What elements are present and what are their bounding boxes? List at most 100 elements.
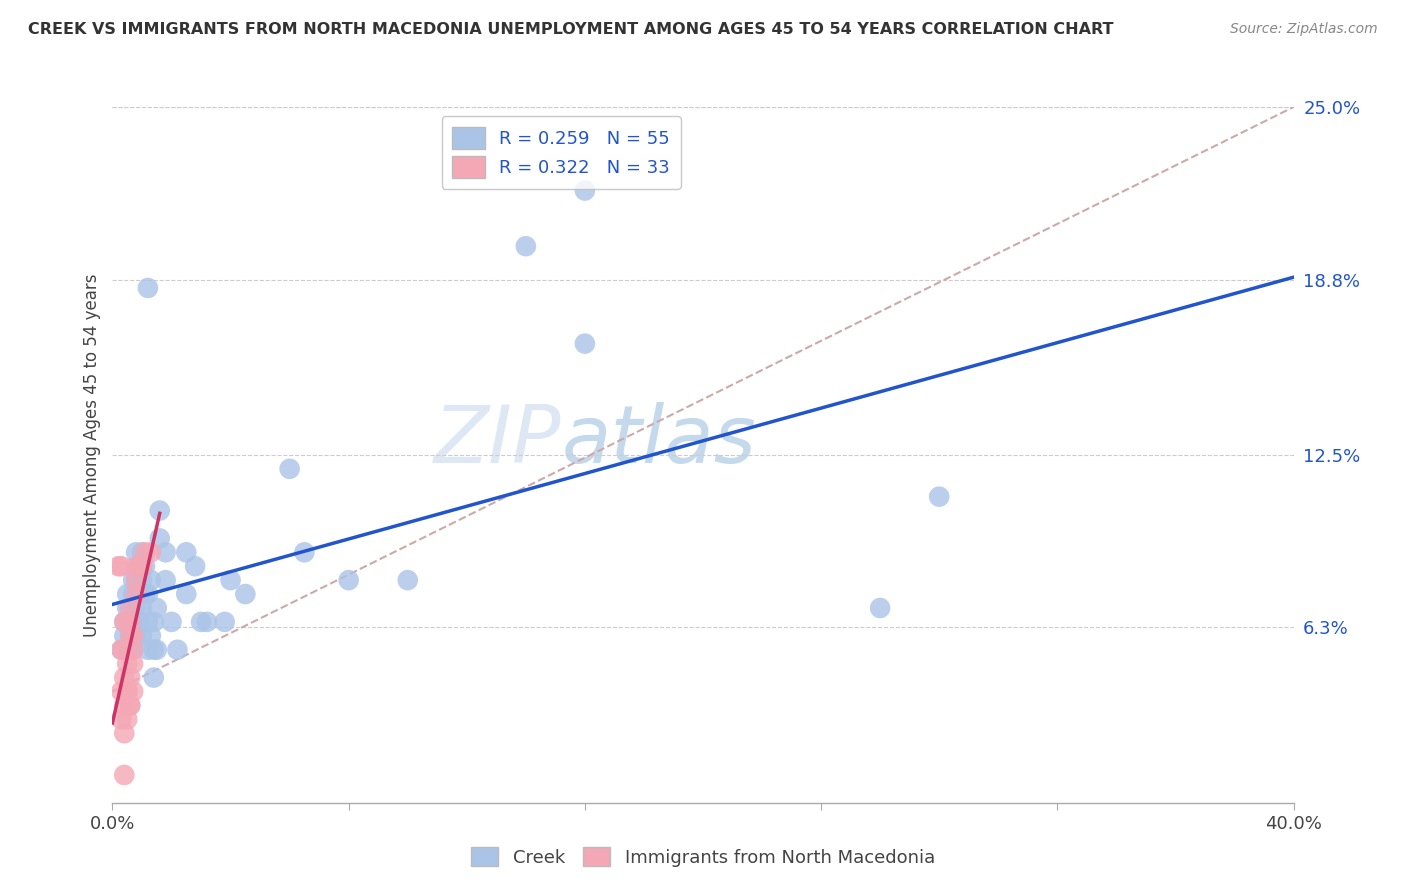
Point <box>134 545 156 559</box>
Point <box>112 698 135 713</box>
Point <box>131 601 153 615</box>
Point <box>112 671 135 685</box>
Point <box>278 462 301 476</box>
Point <box>122 642 145 657</box>
Point <box>117 712 138 726</box>
Point <box>134 587 156 601</box>
Point <box>190 615 212 629</box>
Point <box>131 629 153 643</box>
Point <box>134 559 156 574</box>
Point <box>107 559 129 574</box>
Point <box>184 559 207 574</box>
Point <box>136 642 159 657</box>
Point <box>233 587 256 601</box>
Point <box>174 545 197 559</box>
Point <box>128 587 150 601</box>
Point <box>122 573 145 587</box>
Point <box>155 545 177 559</box>
Point <box>117 684 138 698</box>
Point <box>139 573 162 587</box>
Point <box>195 615 218 629</box>
Point <box>166 642 188 657</box>
Text: CREEK VS IMMIGRANTS FROM NORTH MACEDONIA UNEMPLOYMENT AMONG AGES 45 TO 54 YEARS : CREEK VS IMMIGRANTS FROM NORTH MACEDONIA… <box>28 22 1114 37</box>
Point <box>142 671 165 685</box>
Point <box>136 615 159 629</box>
Point <box>120 615 142 629</box>
Point <box>112 615 135 629</box>
Point <box>869 601 891 615</box>
Point <box>112 615 135 629</box>
Point <box>112 726 135 740</box>
Point <box>125 587 148 601</box>
Point <box>120 615 142 629</box>
Point <box>112 642 135 657</box>
Point <box>155 573 177 587</box>
Point <box>174 587 197 601</box>
Text: ZIP: ZIP <box>434 402 561 480</box>
Point <box>160 615 183 629</box>
Point <box>128 559 150 574</box>
Legend: R = 0.259   N = 55, R = 0.322   N = 33: R = 0.259 N = 55, R = 0.322 N = 33 <box>441 116 681 189</box>
Point <box>131 545 153 559</box>
Text: atlas: atlas <box>561 402 756 480</box>
Legend: Creek, Immigrants from North Macedonia: Creek, Immigrants from North Macedonia <box>464 840 942 874</box>
Point <box>219 573 242 587</box>
Point <box>122 629 145 643</box>
Point <box>122 684 145 698</box>
Point <box>574 184 596 198</box>
Point <box>928 490 950 504</box>
Point <box>120 698 142 713</box>
Point <box>128 559 150 574</box>
Point <box>131 559 153 574</box>
Point <box>120 629 142 643</box>
Point <box>110 559 132 574</box>
Point <box>146 642 169 657</box>
Point <box>120 601 142 615</box>
Point <box>515 239 537 253</box>
Point <box>117 657 138 671</box>
Point <box>142 642 165 657</box>
Point <box>117 587 138 601</box>
Point <box>120 671 142 685</box>
Point <box>142 615 165 629</box>
Point <box>149 532 172 546</box>
Point <box>136 587 159 601</box>
Point <box>214 615 236 629</box>
Point <box>125 601 148 615</box>
Point <box>122 587 145 601</box>
Point <box>117 642 138 657</box>
Point <box>337 573 360 587</box>
Point <box>125 559 148 574</box>
Point <box>120 601 142 615</box>
Point <box>110 684 132 698</box>
Point <box>125 629 148 643</box>
Point <box>117 615 138 629</box>
Point <box>139 545 162 559</box>
Point <box>110 642 132 657</box>
Point <box>574 336 596 351</box>
Point <box>128 615 150 629</box>
Point <box>122 615 145 629</box>
Point <box>112 629 135 643</box>
Point <box>117 601 138 615</box>
Point <box>149 503 172 517</box>
Point <box>120 698 142 713</box>
Point <box>125 545 148 559</box>
Point <box>122 642 145 657</box>
Point <box>110 712 132 726</box>
Point <box>117 684 138 698</box>
Point <box>292 545 315 559</box>
Point <box>131 573 153 587</box>
Text: Source: ZipAtlas.com: Source: ZipAtlas.com <box>1230 22 1378 37</box>
Point <box>120 629 142 643</box>
Y-axis label: Unemployment Among Ages 45 to 54 years: Unemployment Among Ages 45 to 54 years <box>83 273 101 637</box>
Point <box>110 642 132 657</box>
Point <box>136 281 159 295</box>
Point <box>112 768 135 782</box>
Point <box>146 601 169 615</box>
Point <box>139 629 162 643</box>
Point <box>396 573 419 587</box>
Point <box>125 573 148 587</box>
Point <box>125 573 148 587</box>
Point <box>122 657 145 671</box>
